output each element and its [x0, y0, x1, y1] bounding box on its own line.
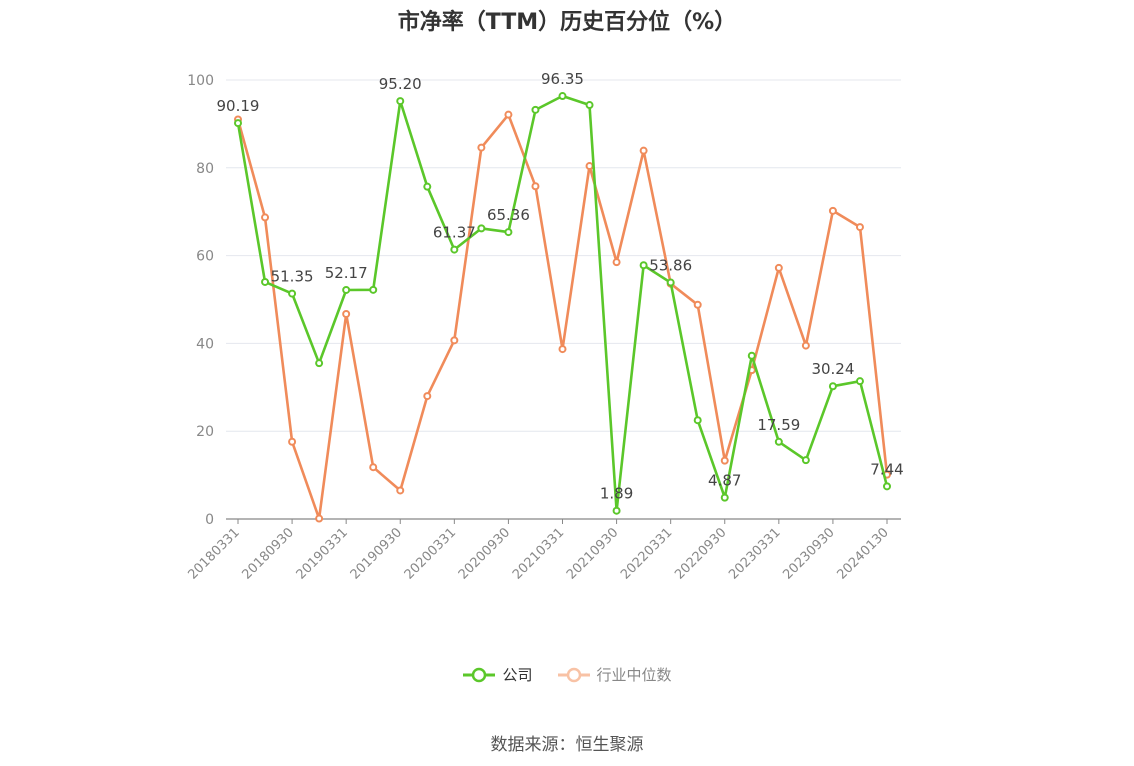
x-tick-label: 20200930 — [456, 525, 513, 582]
company-data-label: 96.35 — [541, 70, 584, 88]
x-tick-label: 20240130 — [834, 525, 891, 582]
axes: 0 20 40 60 80 100 2018033120180930201903312019… — [185, 73, 901, 583]
company-data-point — [828, 382, 837, 391]
industry-data-point — [612, 258, 621, 267]
x-tick-label: 20230930 — [780, 525, 837, 582]
company-data-label: 90.19 — [217, 97, 260, 115]
x-tick-label: 20190331 — [294, 525, 351, 582]
company-data-point — [639, 261, 648, 270]
company-data-point — [558, 92, 567, 101]
x-tick-label: 20190930 — [348, 525, 405, 582]
industry-data-point — [261, 213, 270, 222]
company-data-point — [666, 278, 675, 287]
y-tick-label: 60 — [196, 249, 214, 265]
industry-data-point — [531, 182, 540, 191]
company-data-point — [855, 377, 864, 386]
y-tick-label: 0 — [205, 512, 214, 528]
x-tick-label: 20220930 — [672, 525, 729, 582]
chart-title: 市净率（TTM）历史百分位（%） — [397, 10, 737, 35]
x-tick-label: 20200331 — [402, 525, 459, 582]
company-series-line — [236, 94, 889, 513]
company-data-point — [369, 285, 378, 294]
company-data-point — [585, 101, 594, 110]
y-tick-label: 40 — [196, 336, 214, 352]
company-data-point — [423, 182, 432, 191]
company-data-label: 65.36 — [487, 206, 530, 224]
industry-data-point — [585, 162, 594, 171]
company-data-point — [450, 245, 459, 254]
y-tick-label: 20 — [196, 424, 214, 440]
company-data-point — [342, 285, 351, 294]
industry-data-point — [450, 336, 459, 345]
company-data-label: 95.20 — [379, 75, 422, 93]
company-data-point — [801, 456, 810, 465]
company-data-point — [315, 359, 324, 368]
grid-lines — [226, 79, 901, 432]
company-data-point — [477, 224, 486, 233]
company-data-point — [693, 416, 702, 425]
industry-data-point — [801, 341, 810, 350]
company-data-point — [234, 119, 242, 128]
x-tick-label: 20180331 — [185, 525, 242, 582]
company-data-label: 52.17 — [325, 264, 368, 282]
industry-data-point — [774, 263, 783, 272]
company-data-point — [720, 493, 729, 502]
industry-data-point — [477, 143, 486, 152]
legend-item-industry[interactable]: 行业中位数 — [557, 664, 672, 685]
industry-data-point — [315, 514, 324, 523]
y-tick-label: 80 — [196, 161, 214, 177]
industry-data-point — [369, 463, 378, 472]
series-lines — [234, 92, 891, 523]
x-tick-label: 20220331 — [618, 525, 675, 582]
company-data-point — [396, 97, 405, 106]
legend-industry-icon — [557, 667, 590, 682]
company-data-point — [747, 351, 756, 360]
company-data-point — [612, 506, 621, 515]
industry-data-point — [828, 206, 837, 215]
company-data-label: 30.24 — [811, 360, 854, 378]
x-tick-label: 20180930 — [240, 525, 297, 582]
y-tick-label: 100 — [187, 73, 214, 89]
x-tick-label: 20210930 — [564, 525, 621, 582]
company-data-label: 7.44 — [870, 460, 903, 478]
company-data-point — [504, 228, 513, 237]
company-data-label: 17.59 — [757, 416, 800, 434]
company-data-point — [261, 277, 270, 286]
source-note: 数据来源：恒生聚源 — [490, 735, 644, 755]
company-data-point — [288, 289, 297, 298]
company-data-label: 61.37 — [433, 224, 476, 242]
industry-data-point — [693, 300, 702, 309]
legend: 公司 行业中位数 — [0, 664, 1134, 685]
company-data-label: 1.89 — [600, 485, 633, 503]
legend-item-company[interactable]: 公司 — [462, 664, 533, 685]
industry-data-point — [423, 392, 432, 401]
industry-data-point — [342, 309, 351, 318]
data-labels: 90.19 51.35 52.17 95.20 61.37 65.36 96.35 1.89 5… — [217, 70, 904, 503]
company-data-point — [883, 482, 891, 491]
industry-data-point — [720, 456, 729, 465]
industry-data-point — [288, 437, 297, 446]
company-data-point — [774, 437, 783, 446]
industry-data-point — [855, 223, 864, 232]
legend-company-label: 公司 — [502, 666, 533, 684]
company-data-label: 53.86 — [649, 257, 692, 275]
x-tick-label: 20230331 — [726, 525, 783, 582]
company-data-label: 4.87 — [708, 472, 741, 490]
legend-company-icon — [463, 667, 496, 682]
industry-data-point — [639, 146, 648, 155]
industry-data-point — [504, 110, 513, 119]
company-data-label: 51.35 — [271, 268, 314, 286]
company-data-point — [531, 105, 540, 114]
legend-industry-label: 行业中位数 — [596, 666, 672, 684]
industry-data-point — [558, 345, 567, 354]
x-tick-label: 20210331 — [510, 525, 567, 582]
industry-data-point — [396, 486, 405, 495]
